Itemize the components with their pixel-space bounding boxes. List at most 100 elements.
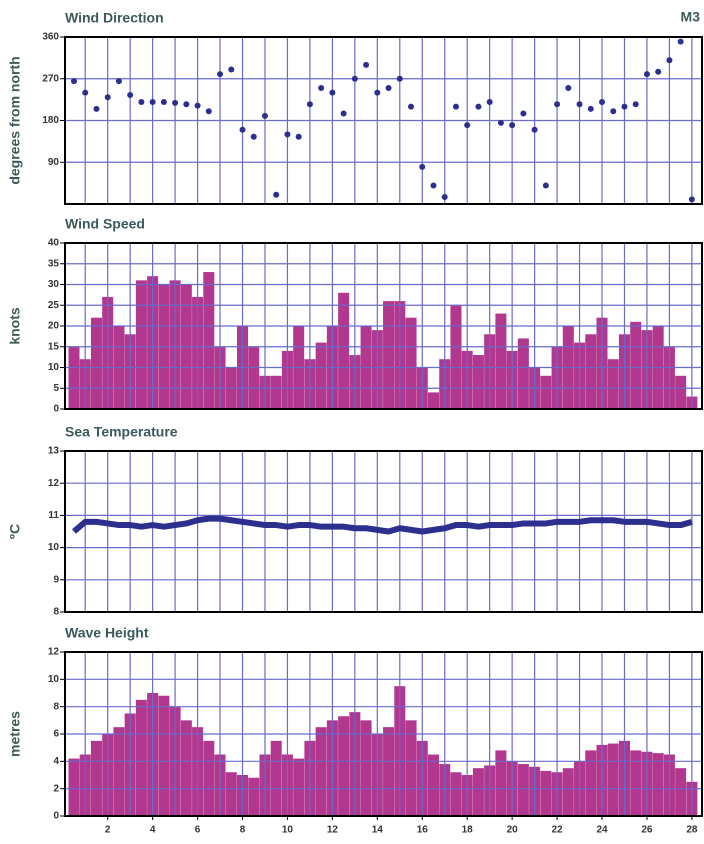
point <box>295 133 302 140</box>
point <box>430 182 437 189</box>
point <box>228 66 235 73</box>
bar <box>472 355 484 409</box>
x-tick-label: 22 <box>552 825 564 836</box>
y-tick-label: 12 <box>48 647 60 658</box>
point <box>138 98 145 105</box>
y-tick-label: 8 <box>53 607 59 618</box>
point <box>284 131 291 138</box>
bar <box>450 772 462 816</box>
y-tick-label: 270 <box>42 73 59 84</box>
bar <box>495 313 507 409</box>
line <box>72 515 693 535</box>
point <box>363 61 370 68</box>
bar <box>360 720 372 816</box>
point <box>475 103 482 110</box>
point <box>385 85 392 92</box>
point <box>464 122 471 129</box>
bar <box>248 346 260 409</box>
y-tick-label: 13 <box>48 446 60 457</box>
point <box>70 78 77 85</box>
bar <box>135 699 147 816</box>
bar <box>652 753 664 816</box>
y-tick-label: 180 <box>42 115 59 126</box>
panel-title: Wave Height <box>65 625 149 641</box>
point <box>374 89 381 96</box>
plot-frame <box>64 450 703 613</box>
bar <box>248 777 260 816</box>
bar <box>427 754 439 816</box>
bar <box>68 346 80 409</box>
point <box>329 89 336 96</box>
point <box>239 126 246 133</box>
point <box>419 163 426 170</box>
y-tick-label: 20 <box>48 321 60 332</box>
point <box>643 71 650 78</box>
bar <box>540 375 552 409</box>
bar <box>270 740 282 816</box>
x-tick-label: 28 <box>686 825 698 836</box>
x-tick-label: 10 <box>282 825 294 836</box>
point <box>599 98 606 105</box>
bar <box>338 716 350 816</box>
point <box>183 101 190 108</box>
bar <box>383 727 395 816</box>
point <box>576 101 583 108</box>
y-tick-label: 25 <box>48 300 60 311</box>
point <box>565 85 572 92</box>
y-tick-label: 90 <box>48 157 60 168</box>
bar <box>630 750 642 816</box>
y-axis-label: ºC <box>7 524 23 539</box>
y-tick-label: 360 <box>42 32 59 43</box>
point <box>688 196 695 203</box>
point <box>441 194 448 201</box>
bar <box>113 727 125 816</box>
point <box>531 126 538 133</box>
y-tick-label: 2 <box>53 783 59 794</box>
point <box>554 101 561 108</box>
point <box>172 99 179 106</box>
y-tick-label: 0 <box>53 404 59 415</box>
y-axis-label: metres <box>7 711 23 757</box>
bar <box>90 740 102 816</box>
bar <box>675 768 687 816</box>
plot-frame <box>64 651 703 817</box>
point <box>340 110 347 117</box>
point <box>217 71 224 78</box>
point <box>149 98 156 105</box>
x-tick-label: 24 <box>596 825 608 836</box>
x-tick-label: 8 <box>240 825 246 836</box>
bar <box>405 720 417 816</box>
y-tick-label: 11 <box>48 510 59 521</box>
bar <box>540 770 552 816</box>
point <box>542 182 549 189</box>
point <box>509 122 516 129</box>
bar <box>585 750 597 816</box>
x-tick-label: 4 <box>150 825 156 836</box>
x-tick-label: 2 <box>105 825 111 836</box>
bar <box>203 740 215 816</box>
y-tick-label: 15 <box>48 341 60 352</box>
bar <box>675 375 687 409</box>
y-tick-label: 12 <box>48 478 60 489</box>
bar <box>562 768 574 816</box>
point <box>115 78 122 85</box>
y-tick-label: 5 <box>53 383 59 394</box>
bar <box>517 764 529 816</box>
point <box>250 133 257 140</box>
panel-title: Sea Temperature <box>65 424 178 440</box>
bar <box>135 280 147 409</box>
y-axis-label: knots <box>7 307 23 345</box>
plot-frame <box>64 242 703 410</box>
x-tick-label: 12 <box>327 825 339 836</box>
y-tick-label: 40 <box>48 238 60 249</box>
point <box>318 85 325 92</box>
panel-title: Wind Direction <box>65 10 164 26</box>
x-tick-label: 6 <box>195 825 201 836</box>
point <box>610 108 617 115</box>
bar <box>517 338 529 409</box>
x-tick-label: 14 <box>372 825 384 836</box>
y-tick-label: 10 <box>48 674 60 685</box>
point <box>621 103 628 110</box>
point <box>82 89 89 96</box>
